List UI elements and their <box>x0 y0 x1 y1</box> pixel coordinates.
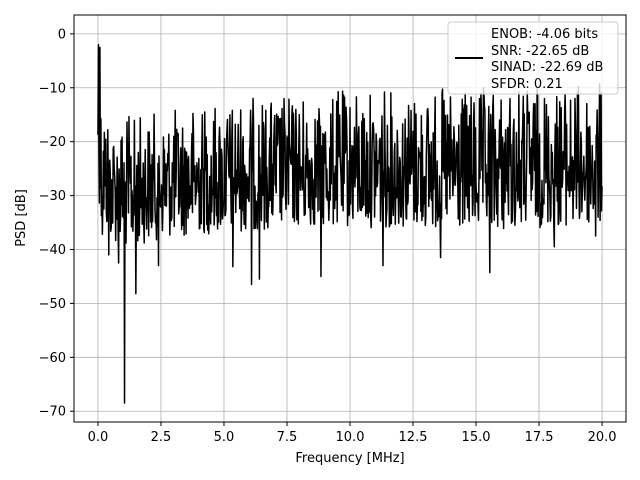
y-tick-label: −30 <box>39 189 66 204</box>
y-tick-label: −40 <box>39 243 66 258</box>
y-tick-label: 0 <box>58 27 66 42</box>
x-axis: 0.0 2.5 5.0 7.5 10.0 12.5 15.0 17.5 20.0 <box>88 422 617 445</box>
y-tick-label: −70 <box>39 405 66 420</box>
y-tick-label: −50 <box>39 297 66 312</box>
legend-snr: SNR: -22.65 dB <box>491 44 589 59</box>
y-axis: 0 −10 −20 −30 −40 −50 −60 −70 <box>39 27 74 420</box>
psd-series-line <box>97 43 603 404</box>
x-tick-label: 15.0 <box>462 430 491 445</box>
legend-sinad: SINAD: -22.69 dB <box>491 60 603 75</box>
y-tick-label: −20 <box>39 135 66 150</box>
x-tick-label: 20.0 <box>588 430 617 445</box>
x-tick-label: 12.5 <box>399 430 428 445</box>
y-axis-label: PSD [dB] <box>14 189 29 247</box>
y-tick-label: −60 <box>39 351 66 366</box>
x-tick-label: 0.0 <box>88 430 109 445</box>
x-tick-label: 10.0 <box>336 430 365 445</box>
x-axis-label: Frequency [MHz] <box>295 451 404 466</box>
legend-enob: ENOB: -4.06 bits <box>491 27 598 42</box>
y-tick-label: −10 <box>39 81 66 96</box>
x-tick-label: 2.5 <box>151 430 172 445</box>
x-tick-label: 17.5 <box>525 430 554 445</box>
legend-box <box>447 21 619 95</box>
legend-sfdr: SFDR: 0.21 <box>491 77 563 92</box>
x-tick-label: 5.0 <box>214 430 235 445</box>
x-tick-label: 7.5 <box>277 430 298 445</box>
legend: ENOB: -4.06 bits SNR: -22.65 dB SINAD: -… <box>447 21 619 95</box>
series-group <box>97 43 603 404</box>
